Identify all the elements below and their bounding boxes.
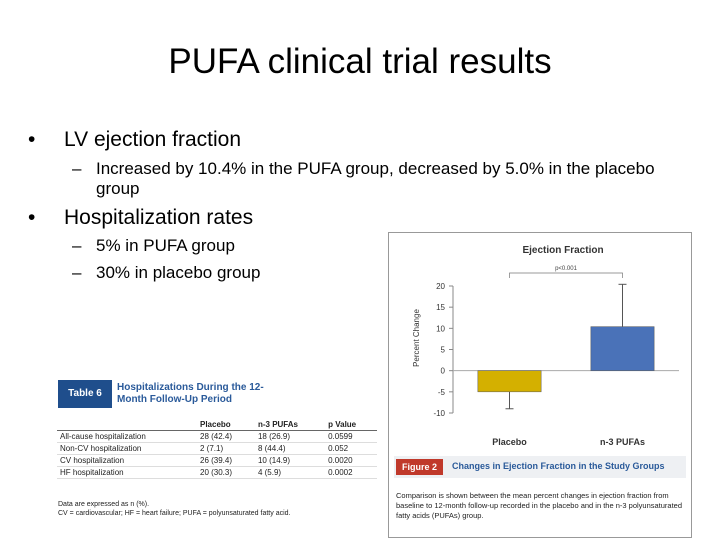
table-cell: 0.0020 xyxy=(325,454,377,467)
table-title: Hospitalizations During the 12-Month Fol… xyxy=(117,382,264,405)
bullet: • Hospitalization rates xyxy=(28,206,254,229)
bar xyxy=(477,370,542,393)
sub-bullet-text: 30% in placebo group xyxy=(96,263,261,282)
table-cell: 18 (26.9) xyxy=(254,430,326,443)
table-cell: 0.052 xyxy=(325,442,377,455)
figure-title: Changes in Ejection Fraction in the Stud… xyxy=(452,461,665,471)
bar xyxy=(590,326,655,371)
header-cell: p Value xyxy=(325,419,377,431)
table-cell: 20 (30.3) xyxy=(197,466,255,479)
y-tick-label: 5 xyxy=(441,346,446,355)
table-row: HF hospitalization 20 (30.3) 4 (5.9) 0.0002 xyxy=(57,466,377,479)
sub-bullet-text: Increased by 10.4% in the PUFA group, de… xyxy=(96,159,655,198)
y-tick-label: 20 xyxy=(436,282,445,291)
table-cell: HF hospitalization xyxy=(57,466,197,479)
sub-bullet: –5% in PUFA group xyxy=(72,236,682,256)
slide-title: PUFA clinical trial results xyxy=(168,42,552,81)
bullet-text: Hospitalization rates xyxy=(64,206,254,229)
table-label: Table 6 xyxy=(58,380,112,408)
table-cell: 2 (7.1) xyxy=(197,442,255,455)
x-tick-label: n-3 PUFAs xyxy=(600,437,645,447)
sub-bullet: – Increased by 10.4% in the PUFA group, d… xyxy=(72,159,682,199)
figure-label: Figure 2 xyxy=(396,459,444,475)
bullet: • LV ejection fraction xyxy=(28,128,242,151)
table: Placebo n-3 PUFAs p Value All-cause hospit… xyxy=(57,419,377,479)
chart: Ejection Fraction Percent Change -10 -5 0 5… xyxy=(412,245,679,447)
y-tick-label: -5 xyxy=(438,388,446,397)
y-axis-label: Percent Change xyxy=(412,309,421,367)
table-cell: 0.0599 xyxy=(325,430,377,443)
table-cell: 28 (42.4) xyxy=(197,430,255,443)
table-cell: 4 (5.9) xyxy=(254,466,326,479)
bullet-text: LV ejection fraction xyxy=(64,128,242,151)
x-tick-label: Placebo xyxy=(492,437,527,447)
table-note: CV = cardiovascular; HF = heart failure;… xyxy=(58,510,291,517)
table-cell: Non-CV hospitalization xyxy=(57,442,197,455)
table-cell: 26 (39.4) xyxy=(197,454,255,467)
table-cell: 10 (14.9) xyxy=(254,454,326,467)
y-tick-label: -10 xyxy=(433,409,445,418)
figure-caption: Comparison is shown between the mean per… xyxy=(396,491,683,520)
table-row: All-cause hospitalization 28 (42.4) 18 (26… xyxy=(57,430,377,443)
table-cell: All-cause hospitalization xyxy=(57,430,197,443)
chart-title: Ejection Fraction xyxy=(522,245,603,256)
significance-bracket xyxy=(509,272,623,278)
header-cell xyxy=(57,419,197,431)
figure-header: Figure 2 Changes in Ejection Fraction in… xyxy=(394,456,686,478)
table-row: Non-CV hospitalization 2 (7.1) 8 (44.4) 0.0… xyxy=(57,442,377,455)
table-cell: CV hospitalization xyxy=(57,454,197,467)
table-cell: 0.0002 xyxy=(325,466,377,479)
chart-figure: Ejection Fraction Percent Change -10 -5 0 5… xyxy=(388,232,692,538)
table-note: Data are expressed as n (%). xyxy=(58,501,150,508)
y-tick-label: 15 xyxy=(436,303,445,312)
annotation: p<0.001 xyxy=(555,266,578,272)
table-row: CV hospitalization 26 (39.4) 10 (14.9) 0.00… xyxy=(57,454,377,467)
header-cell: Placebo xyxy=(197,419,255,431)
y-tick-label: 0 xyxy=(441,367,446,376)
table-figure: Table 6 Hospitalizations During the 12-M… xyxy=(55,377,377,522)
table-cell: 8 (44.4) xyxy=(254,442,326,455)
header-cell: n-3 PUFAs xyxy=(254,419,326,431)
sub-bullet-text: 5% in PUFA group xyxy=(96,236,235,255)
sub-bullet: –30% in placebo group xyxy=(72,263,682,283)
y-tick-label: 10 xyxy=(436,324,445,333)
